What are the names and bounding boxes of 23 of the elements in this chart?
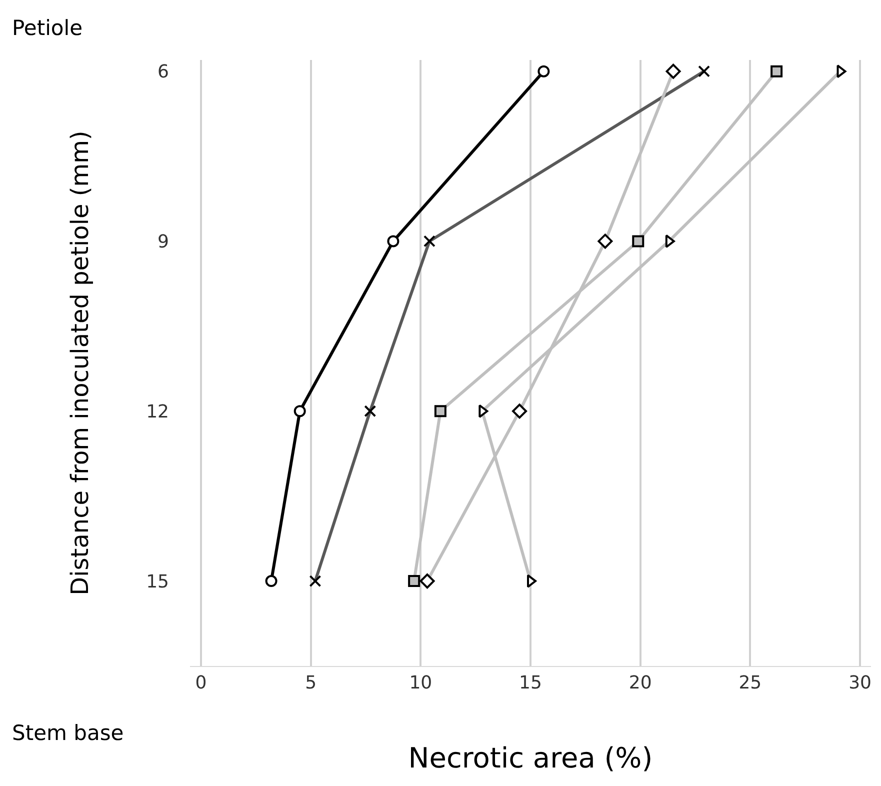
point [408, 575, 420, 588]
y-tick-label: 15 [146, 571, 169, 592]
x-axis-title: Necrotic area (%) [408, 742, 653, 775]
x-tick-label: 25 [738, 672, 762, 694]
text: Petiole [12, 16, 83, 40]
text: Stem base [12, 721, 124, 745]
point [387, 235, 400, 248]
y-tick-label: 12 [146, 401, 169, 422]
x-tick-label: 20 [628, 672, 652, 694]
point [538, 65, 550, 78]
point [770, 65, 783, 78]
point [265, 575, 278, 588]
y-tick-label: 6 [158, 62, 169, 83]
point [434, 405, 446, 418]
x-tick-label: 30 [848, 672, 872, 694]
x-tick-label: 0 [195, 672, 207, 694]
x-tick-label: 10 [409, 672, 432, 694]
x-tick-label: 15 [519, 672, 542, 694]
y-tick-label: 9 [158, 232, 169, 253]
point [294, 405, 306, 418]
x-tick-label: 5 [305, 672, 317, 694]
point [632, 235, 644, 248]
y-axis-title: Distance from inoculated petiole (mm) [66, 130, 94, 596]
